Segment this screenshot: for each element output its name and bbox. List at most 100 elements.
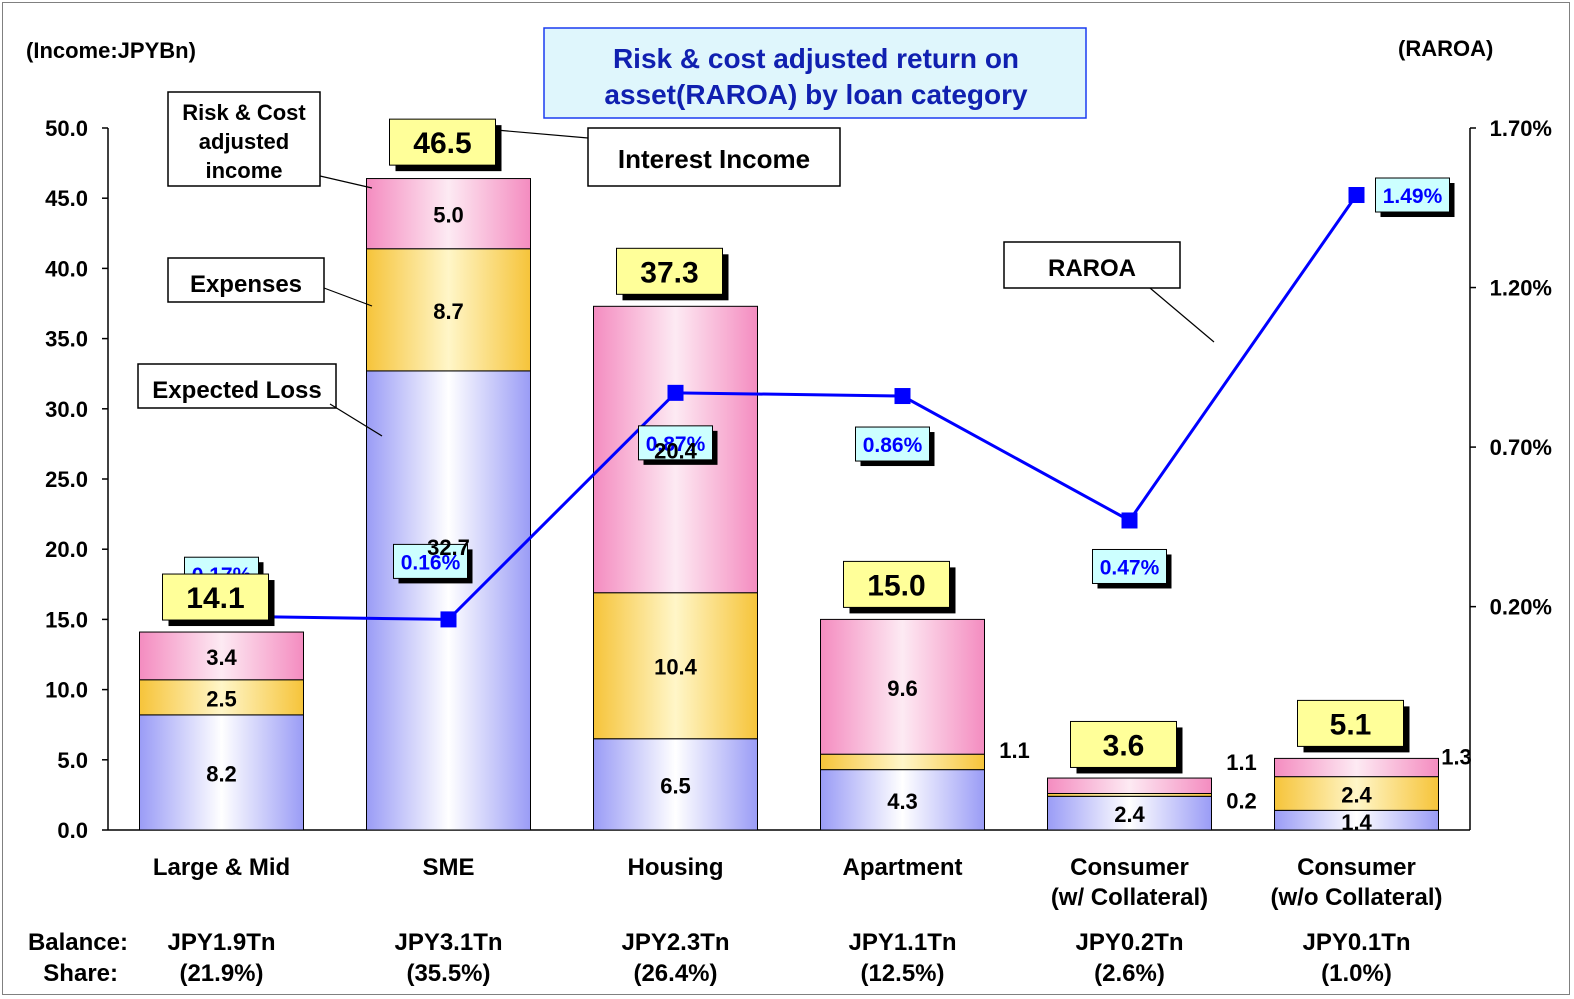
share-value: (2.6%): [1094, 960, 1165, 987]
total-label: 15.0: [867, 569, 925, 602]
bar-segment-expenses: [139, 679, 304, 716]
callout-interest-income-box: [587, 127, 841, 187]
raroa-point: [1348, 187, 1365, 204]
bar-segment-expected_loss: [139, 714, 304, 831]
bar-segment-risk_cost_adjusted_income: [1047, 777, 1212, 794]
raroa-value-label: 0.16%: [401, 551, 461, 574]
callout-interest-income-text: Interest Income: [618, 144, 810, 174]
y2-tick-label: 0.70%: [1490, 435, 1552, 460]
data-label-expected_loss: 32.7: [427, 535, 470, 560]
data-label-risk_cost_adjusted_income: 1.1: [1226, 750, 1257, 775]
raroa-value-label: 0.47%: [1100, 556, 1160, 579]
data-label-expected_loss: 6.5: [660, 773, 691, 798]
raroa-point: [667, 384, 684, 401]
chart-title-line-2: asset(RAROA) by loan category: [604, 79, 1028, 110]
callout-risk-cost-box: [167, 91, 321, 187]
raroa-value-label: 1.49%: [1383, 185, 1443, 208]
data-label-expenses: 2.4: [1341, 782, 1372, 807]
callout-raroa-text: RAROA: [1048, 255, 1136, 282]
raroa-point: [1121, 512, 1138, 529]
raroa-label-box: [1375, 177, 1450, 213]
share-value: (26.4%): [633, 960, 717, 987]
callout-raroa-pointer: [1149, 287, 1215, 343]
data-label-expected_loss: 8.2: [206, 761, 237, 786]
y-tick-label: 40.0: [45, 256, 88, 281]
raroa-value-label: 0.86%: [863, 434, 923, 457]
callout-expenses-pointer: [323, 287, 373, 307]
total-label: 37.3: [640, 256, 698, 289]
raroa-label-box: [1092, 548, 1167, 584]
x-category-label: Apartment: [842, 854, 962, 881]
total-label: 5.1: [1330, 708, 1372, 741]
data-label-expenses: 1.1: [999, 738, 1030, 763]
x-category-sublabel: (w/o Collateral): [1270, 884, 1442, 911]
data-label-expenses: 8.7: [433, 299, 464, 324]
share-value: (35.5%): [406, 960, 490, 987]
bar-segment-risk_cost_adjusted_income: [139, 631, 304, 681]
total-box: [1297, 699, 1404, 747]
callout-risk-cost-pointer: [319, 175, 373, 189]
balance-value: JPY0.1Tn: [1302, 929, 1410, 956]
callout-risk-cost-text: adjusted: [199, 129, 289, 154]
y2-tick-label: 1.20%: [1490, 276, 1552, 301]
data-label-expenses: 0.2: [1226, 788, 1257, 813]
bar-segment-expenses: [366, 248, 531, 372]
bar-segment-expenses: [820, 753, 985, 771]
data-label-risk_cost_adjusted_income: 1.3: [1441, 744, 1472, 769]
total-box: [1070, 720, 1177, 768]
x-category-label: Consumer: [1297, 854, 1416, 881]
y2-tick-label: 0.20%: [1490, 595, 1552, 620]
raroa-point: [894, 388, 911, 405]
raroa-series-line: [221, 194, 1358, 621]
title-box: [543, 27, 1087, 119]
bar-segment-risk_cost_adjusted_income: [820, 618, 985, 755]
raroa-value-label: 0.87%: [646, 433, 706, 456]
callout-expenses-text: Expenses: [190, 271, 302, 298]
bar-segment-expected_loss: [366, 370, 531, 831]
callout-expected-loss-text: Expected Loss: [152, 377, 321, 404]
callout-expected-loss-box: [137, 363, 337, 409]
total-box: [389, 118, 496, 166]
data-label-expected_loss: 1.4: [1341, 810, 1372, 835]
callout-expected-loss-pointer: [329, 403, 383, 437]
x-category-sublabel: (w/ Collateral): [1051, 884, 1208, 911]
data-label-risk_cost_adjusted_income: 3.4: [206, 645, 237, 670]
share-value: (12.5%): [860, 960, 944, 987]
chart-title-line-1: Risk & cost adjusted return on: [613, 43, 1019, 74]
callout-expenses-box: [167, 257, 325, 303]
x-category-label: SME: [422, 854, 474, 881]
callout-raroa-box: [1003, 241, 1181, 289]
bar-segment-expected_loss: [820, 769, 985, 831]
callout-risk-cost-text: income: [205, 158, 282, 183]
balance-value: JPY1.1Tn: [848, 929, 956, 956]
bar-segment-risk_cost_adjusted_income: [1274, 757, 1439, 778]
bar-segment-risk_cost_adjusted_income: [366, 178, 531, 250]
bar-segment-expected_loss: [593, 738, 758, 831]
y-left-axis-label: (Income:JPYBn): [26, 38, 196, 63]
share-value: (1.0%): [1321, 960, 1392, 987]
share-row-label: Share:: [43, 960, 118, 987]
raroa-label-box: [393, 543, 468, 579]
total-label: 3.6: [1103, 729, 1145, 762]
y2-tick-label: 1.70%: [1490, 116, 1552, 141]
y-tick-label: 20.0: [45, 537, 88, 562]
total-box: [162, 573, 269, 621]
y-right-axis-label: (RAROA): [1398, 36, 1493, 61]
total-box: [843, 560, 950, 608]
total-box: [616, 247, 723, 295]
data-label-risk_cost_adjusted_income: 5.0: [433, 203, 464, 228]
balance-row-label: Balance:: [28, 929, 128, 956]
y-tick-label: 5.0: [57, 748, 88, 773]
y-tick-label: 10.0: [45, 678, 88, 703]
bar-segment-expenses: [593, 592, 758, 740]
data-label-expected_loss: 2.4: [1114, 802, 1145, 827]
balance-value: JPY0.2Tn: [1075, 929, 1183, 956]
raroa-point: [440, 611, 457, 628]
y-tick-label: 30.0: [45, 397, 88, 422]
callout-interest-income-pointer: [495, 129, 589, 139]
y-tick-label: 50.0: [45, 116, 88, 141]
share-value: (21.9%): [179, 960, 263, 987]
balance-value: JPY1.9Tn: [167, 929, 275, 956]
x-category-label: Consumer: [1070, 854, 1189, 881]
x-category-label: Housing: [628, 854, 724, 881]
